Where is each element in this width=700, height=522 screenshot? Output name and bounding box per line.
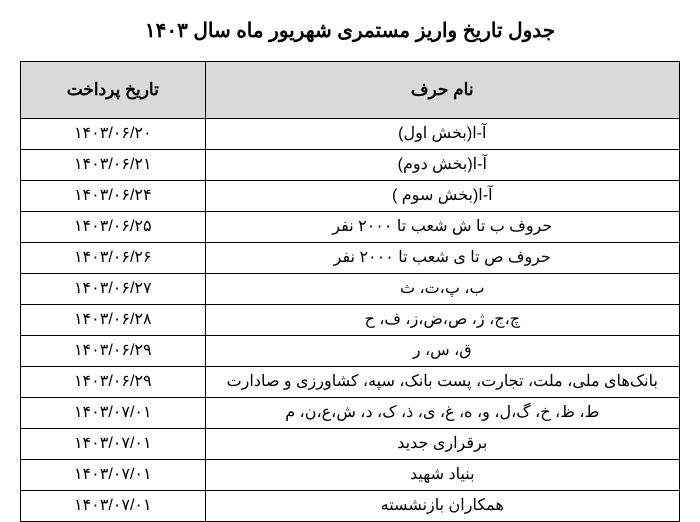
col-header-date: تاریخ پرداخت xyxy=(21,62,206,119)
cell-date: ۱۴۰۳/۰۶/۲۱ xyxy=(21,150,206,181)
cell-date: ۱۴۰۳/۰۶/۲۴ xyxy=(21,181,206,212)
table-row: ق، س، ر۱۴۰۳/۰۶/۲۹ xyxy=(21,336,680,367)
cell-name: ق، س، ر xyxy=(205,336,679,367)
table-row: آ-ا(بخش اول)۱۴۰۳/۰۶/۲۰ xyxy=(21,119,680,150)
cell-date: ۱۴۰۳/۰۶/۲۹ xyxy=(21,336,206,367)
table-row: ب، پ،ت، ث۱۴۰۳/۰۶/۲۷ xyxy=(21,274,680,305)
cell-name: حروف ص تا ی شعب تا ۲۰۰۰ نفر xyxy=(205,243,679,274)
cell-name: آ-ا(بخش سوم ) xyxy=(205,181,679,212)
cell-name: بنیاد شهید xyxy=(205,460,679,491)
table-row: حروف ب تا ش شعب تا ۲۰۰۰ نفر۱۴۰۳/۰۶/۲۵ xyxy=(21,212,680,243)
cell-name: ب، پ،ت، ث xyxy=(205,274,679,305)
cell-date: ۱۴۰۳/۰۷/۰۱ xyxy=(21,429,206,460)
cell-date: ۱۴۰۳/۰۶/۲۹ xyxy=(21,367,206,398)
cell-date: ۱۴۰۳/۰۶/۲۵ xyxy=(21,212,206,243)
payment-schedule-table: نام حرف تاریخ پرداخت آ-ا(بخش اول)۱۴۰۳/۰۶… xyxy=(20,61,680,522)
page-title: جدول تاریخ واریز مستمری شهریور ماه سال ۱… xyxy=(20,18,680,43)
table-header-row: نام حرف تاریخ پرداخت xyxy=(21,62,680,119)
table-row: حروف ص تا ی شعب تا ۲۰۰۰ نفر۱۴۰۳/۰۶/۲۶ xyxy=(21,243,680,274)
table-row: آ-ا(بخش سوم )۱۴۰۳/۰۶/۲۴ xyxy=(21,181,680,212)
table-row: بانک‌های ملی، ملت، تجارت، پست بانک، سپه،… xyxy=(21,367,680,398)
col-header-name: نام حرف xyxy=(205,62,679,119)
cell-date: ۱۴۰۳/۰۶/۲۸ xyxy=(21,305,206,336)
cell-name: برقراری جدید xyxy=(205,429,679,460)
cell-name: آ-ا(بخش دوم) xyxy=(205,150,679,181)
table-row: بنیاد شهید۱۴۰۳/۰۷/۰۱ xyxy=(21,460,680,491)
table-row: چ،ج، ژ، ص،ض،ز، ف، ح۱۴۰۳/۰۶/۲۸ xyxy=(21,305,680,336)
table-row: ط، ظ، خ، گ،ل، و، ه، غ، ی، ذ، ک، د، ش،ع،ن… xyxy=(21,398,680,429)
cell-date: ۱۴۰۳/۰۶/۲۶ xyxy=(21,243,206,274)
cell-date: ۱۴۰۳/۰۷/۰۱ xyxy=(21,491,206,522)
table-row: برقراری جدید۱۴۰۳/۰۷/۰۱ xyxy=(21,429,680,460)
cell-name: ط، ظ، خ، گ،ل، و، ه، غ، ی، ذ، ک، د، ش،ع،ن… xyxy=(205,398,679,429)
cell-date: ۱۴۰۳/۰۶/۲۰ xyxy=(21,119,206,150)
table-row: همکاران بازنشسته۱۴۰۳/۰۷/۰۱ xyxy=(21,491,680,522)
cell-name: همکاران بازنشسته xyxy=(205,491,679,522)
cell-name: آ-ا(بخش اول) xyxy=(205,119,679,150)
cell-name: حروف ب تا ش شعب تا ۲۰۰۰ نفر xyxy=(205,212,679,243)
cell-date: ۱۴۰۳/۰۷/۰۱ xyxy=(21,398,206,429)
cell-name: چ،ج، ژ، ص،ض،ز، ف، ح xyxy=(205,305,679,336)
table-row: آ-ا(بخش دوم)۱۴۰۳/۰۶/۲۱ xyxy=(21,150,680,181)
cell-date: ۱۴۰۳/۰۷/۰۱ xyxy=(21,460,206,491)
cell-name: بانک‌های ملی، ملت، تجارت، پست بانک، سپه،… xyxy=(205,367,679,398)
cell-date: ۱۴۰۳/۰۶/۲۷ xyxy=(21,274,206,305)
